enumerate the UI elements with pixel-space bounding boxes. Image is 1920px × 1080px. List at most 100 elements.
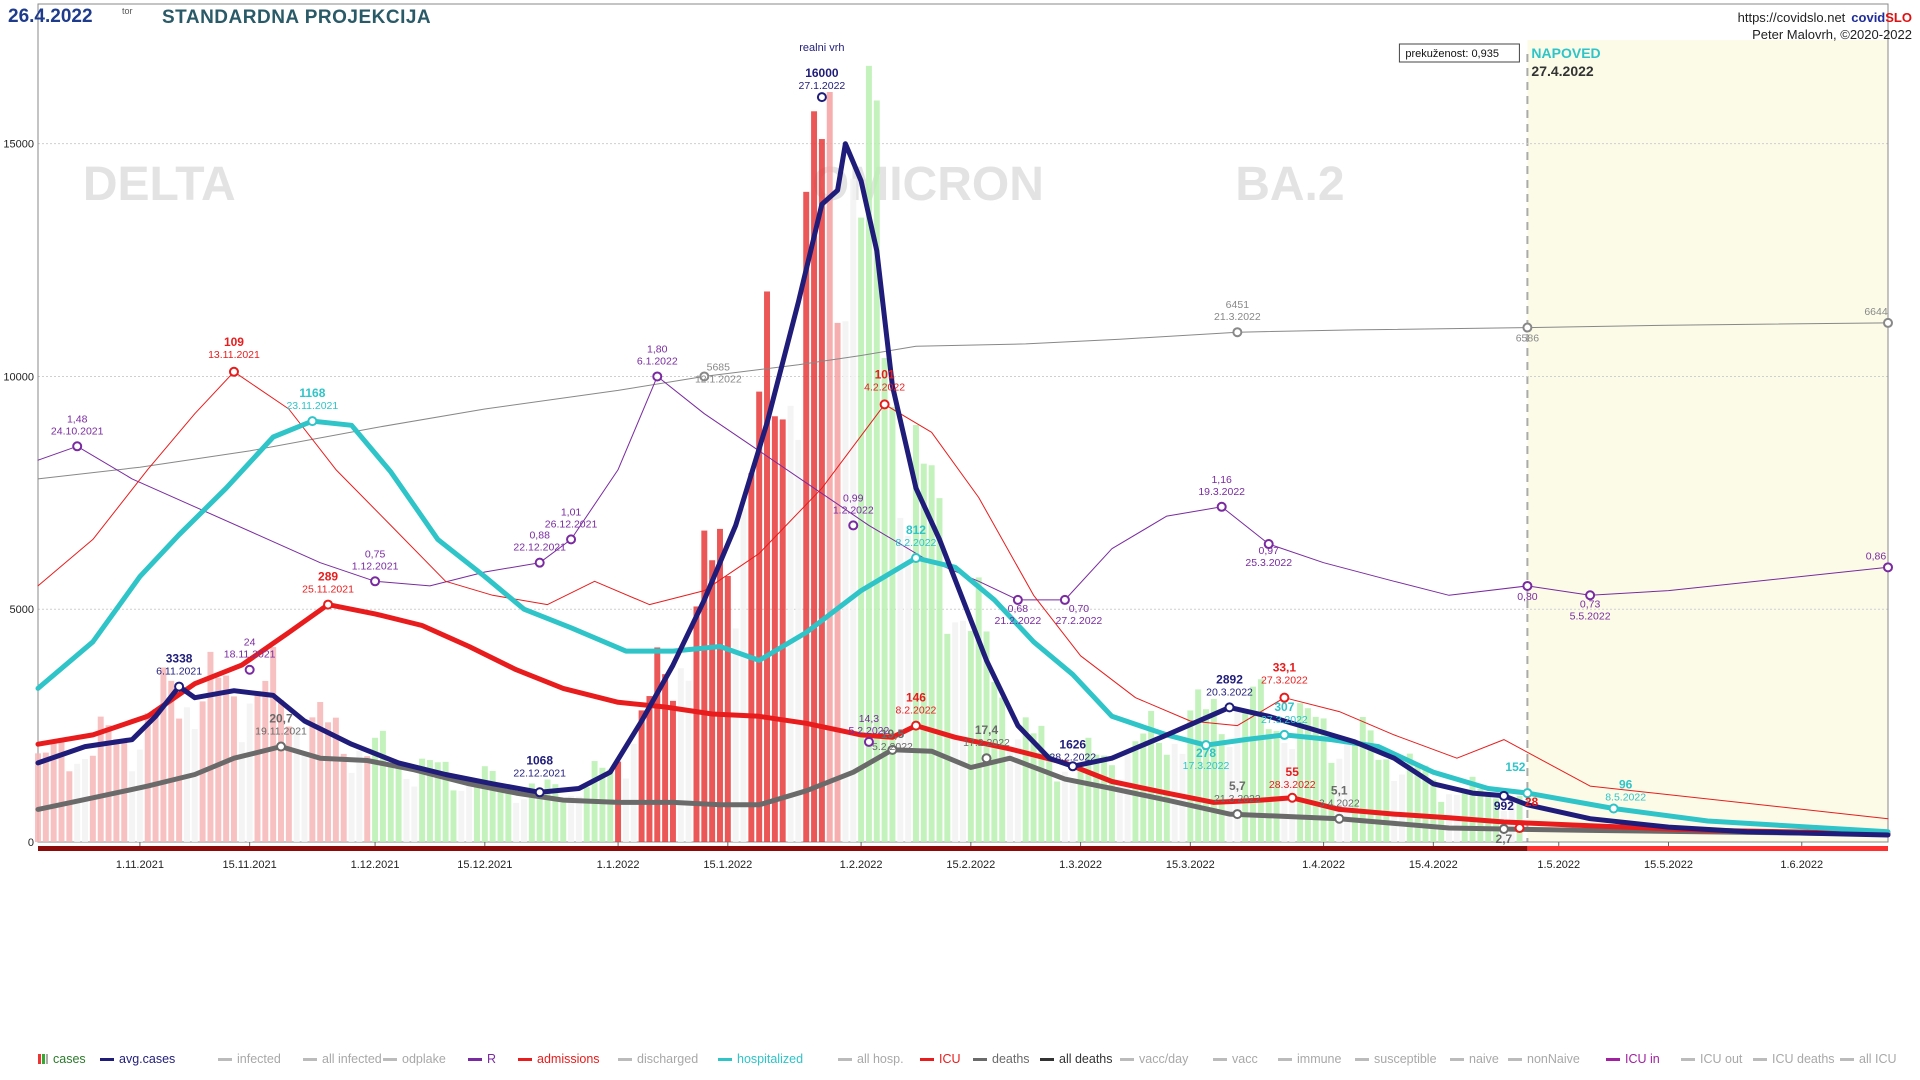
- legend-item-icu[interactable]: ICU: [920, 1052, 961, 1066]
- case-bar: [638, 710, 645, 842]
- case-bar: [1054, 781, 1061, 842]
- annotation-date: 17.3.2022: [1183, 760, 1230, 772]
- case-bar: [1477, 788, 1484, 842]
- annotation-date: 21.3.2022: [1214, 793, 1261, 805]
- x-tick-label: 15.3.2022: [1166, 859, 1215, 871]
- case-bar: [1406, 753, 1413, 842]
- legend-item-icudeaths[interactable]: ICU deaths: [1753, 1052, 1835, 1066]
- annotation-marker: [1279, 692, 1290, 703]
- immunity-box: [1398, 43, 1520, 63]
- legend-item-infected[interactable]: infected: [218, 1052, 281, 1066]
- legend-item-icuin[interactable]: ICU in: [1606, 1052, 1660, 1066]
- annotation-value: 1168: [299, 386, 325, 400]
- case-bar: [1383, 759, 1390, 842]
- case-bar: [693, 606, 700, 842]
- annotation-marker: [534, 787, 545, 798]
- legend-item-allinfected[interactable]: all infected: [303, 1052, 382, 1066]
- annotation-value: 0,88: [529, 530, 550, 542]
- case-bar: [881, 357, 888, 842]
- legend-swatch: [1450, 1057, 1464, 1061]
- legend-item-vacc[interactable]: vacc: [1213, 1052, 1258, 1066]
- case-bar: [191, 729, 198, 842]
- case-bar: [1469, 776, 1476, 842]
- legend-swatch: [1213, 1057, 1227, 1061]
- y-tick-label: 5000: [10, 604, 34, 616]
- annotation-marker: [1067, 761, 1078, 772]
- annotation-value: 24: [244, 637, 256, 649]
- legend-item-vaccday[interactable]: vacc/day: [1120, 1052, 1188, 1066]
- legend-item-avgcases[interactable]: avg.cases: [100, 1052, 175, 1066]
- annotation-date: 1.12.2021: [352, 560, 399, 572]
- case-bar: [685, 680, 692, 842]
- annotation-marker: [276, 741, 287, 752]
- annotation-marker: [652, 371, 663, 382]
- legend-item-hospitalized[interactable]: hospitalized: [718, 1052, 803, 1066]
- legend-item-icuout[interactable]: ICU out: [1681, 1052, 1742, 1066]
- case-bar: [387, 763, 394, 842]
- case-bar: [332, 717, 339, 842]
- annotation-date: 28.3.2022: [1269, 779, 1316, 791]
- annotation-value: 33,1: [1273, 661, 1297, 675]
- legend-item-r[interactable]: R: [468, 1052, 496, 1066]
- legend-item-deaths[interactable]: deaths: [973, 1052, 1030, 1066]
- legend-item-alldeaths[interactable]: all deaths: [1040, 1052, 1113, 1066]
- brand-url[interactable]: https://covidslo.net: [1737, 10, 1846, 25]
- annotation-marker: [72, 441, 83, 452]
- case-bar: [764, 291, 771, 842]
- case-bar: [1320, 718, 1327, 842]
- brand-author: Peter Malovrh, ©2020-2022: [1752, 27, 1912, 42]
- case-bar: [1257, 679, 1264, 842]
- case-bar: [795, 439, 802, 842]
- case-bar: [1430, 779, 1437, 842]
- case-bar: [168, 680, 175, 842]
- case-bar: [630, 743, 637, 842]
- legend-label: ICU out: [1700, 1052, 1743, 1066]
- case-bar: [669, 700, 676, 842]
- legend-item-nonnaive[interactable]: nonNaive: [1508, 1052, 1580, 1066]
- annotation-value: 152: [1505, 760, 1525, 774]
- case-bar: [622, 778, 629, 842]
- legend-swatch: [518, 1057, 532, 1061]
- annotation-date: 1.2.2022: [833, 504, 874, 516]
- legend-label: vacc/day: [1139, 1052, 1189, 1066]
- legend-label: deaths: [992, 1052, 1030, 1066]
- legend-label: hospitalized: [737, 1052, 804, 1066]
- case-bar: [1046, 753, 1053, 842]
- legend-item-allicu[interactable]: all ICU: [1840, 1052, 1897, 1066]
- case-bar: [144, 713, 151, 842]
- case-bar: [826, 92, 833, 843]
- legend-item-discharged[interactable]: discharged: [618, 1052, 698, 1066]
- case-bar: [1195, 689, 1202, 842]
- legend-item-odplake[interactable]: odplake: [383, 1052, 446, 1066]
- annotation-marker: [323, 599, 334, 610]
- annotation-marker: [1216, 501, 1227, 512]
- legend-item-immune[interactable]: immune: [1278, 1052, 1341, 1066]
- case-bar: [442, 761, 449, 842]
- case-bar: [583, 787, 590, 842]
- annotation-value: 14,3: [859, 713, 880, 725]
- case-bar: [1273, 730, 1280, 842]
- legend-item-susceptible[interactable]: susceptible: [1355, 1052, 1437, 1066]
- legend-label: avg.cases: [119, 1052, 176, 1066]
- annotation-value: 289: [318, 570, 338, 584]
- legend-item-allhosp[interactable]: all hosp.: [838, 1052, 904, 1066]
- legend-item-admissions[interactable]: admissions: [518, 1052, 600, 1066]
- annotation-date: 28.2.2022: [1049, 751, 1096, 763]
- annotation-marker: [1334, 813, 1345, 824]
- legend-label: susceptible: [1374, 1052, 1437, 1066]
- annotation-marker: [699, 371, 710, 382]
- x-tick-label: 15.1.2022: [703, 859, 752, 871]
- case-bar: [873, 100, 880, 842]
- annotation-marker: [910, 720, 921, 731]
- legend-item-naive[interactable]: naive: [1450, 1052, 1499, 1066]
- annotation-value: 17,4: [975, 723, 999, 737]
- annotation-date: 27.3.2022: [1261, 714, 1308, 726]
- header-date: 26.4.2022: [8, 6, 93, 27]
- case-bar: [944, 633, 951, 842]
- case-bar: [309, 717, 316, 842]
- annotation-marker: [879, 399, 890, 410]
- case-bar: [999, 697, 1006, 842]
- annotation-top: realni vrh: [799, 42, 844, 54]
- legend-item-cases[interactable]: cases: [38, 1052, 86, 1066]
